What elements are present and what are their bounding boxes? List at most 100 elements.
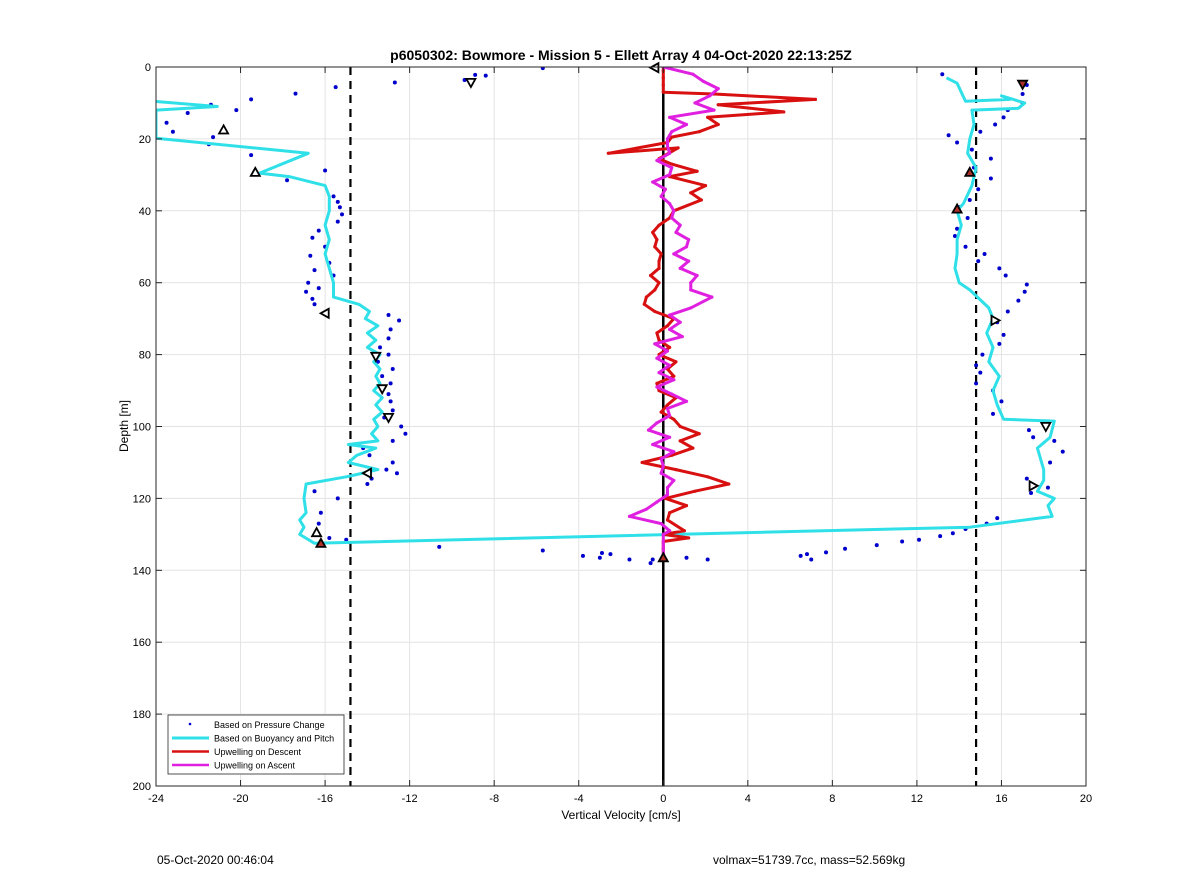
pressure-point [1016, 298, 1021, 303]
series-point [651, 442, 655, 447]
y-tick-label: 80 [139, 350, 151, 362]
triangle-marker [249, 165, 262, 177]
pressure-point [580, 553, 585, 558]
pressure-point [946, 133, 951, 138]
pressure-point [1005, 309, 1010, 314]
pressure-point [306, 280, 311, 285]
series-point [665, 406, 670, 411]
triangle-marker [990, 314, 1002, 327]
triangle-marker [1039, 421, 1052, 433]
pressure-point [234, 108, 239, 113]
pressure-point [988, 176, 993, 181]
series-point [672, 478, 676, 483]
series-point [693, 101, 697, 105]
pressure-point [249, 97, 254, 102]
pressure-point [318, 510, 323, 515]
pressure-point [388, 381, 393, 386]
y-tick-label: 60 [139, 278, 151, 290]
series-point [659, 457, 663, 461]
series-point [661, 464, 665, 468]
pressure-point [608, 552, 613, 557]
series-point [668, 115, 672, 119]
x-tick-label: -4 [574, 793, 584, 805]
series-point [661, 76, 665, 80]
series-point [695, 273, 699, 278]
series-point [672, 450, 676, 454]
triangle-marker [382, 412, 395, 424]
series-point [657, 223, 661, 227]
pressure-point [378, 345, 383, 350]
triangle-marker [310, 526, 323, 538]
x-tick-label: -16 [317, 793, 333, 805]
series-point [644, 295, 648, 299]
triangle-marker [963, 165, 976, 177]
series-point [663, 187, 667, 191]
series-point [653, 342, 657, 346]
series-point [716, 122, 720, 127]
series-point [689, 281, 693, 285]
pressure-point [316, 228, 321, 233]
pressure-point [809, 557, 814, 562]
pressure-point [1022, 289, 1027, 294]
series-point [657, 266, 661, 270]
pressure-point [1029, 491, 1034, 496]
series-point [655, 500, 659, 504]
chart-title: p6050302: Bowmore - Mission 5 - Ellett A… [390, 47, 852, 63]
triangle-marker [369, 351, 382, 363]
footer-timestamp: 05-Oct-2020 00:46:04 [157, 853, 274, 867]
series-point [668, 202, 672, 206]
x-axis-label: Vertical Velocity [cm/s] [561, 808, 680, 822]
series-point [693, 489, 697, 493]
pressure-point [310, 235, 315, 240]
pressure-point [403, 431, 408, 436]
pressure-point [540, 67, 545, 71]
series-point [655, 237, 659, 242]
series-point [653, 309, 657, 314]
legend-swatch-pressure [188, 722, 192, 726]
series-point [651, 180, 655, 184]
pressure-point [1045, 485, 1050, 490]
legend-label-pressure: Based on Pressure Change [214, 720, 325, 730]
pressure-point [952, 233, 957, 238]
series-point [703, 184, 708, 188]
pressure-point [386, 313, 391, 318]
series-point [716, 103, 720, 107]
footer-info: volmax=51739.7cc, mass=52.569kg [713, 853, 906, 867]
pressure-point [386, 392, 391, 397]
pressure-point [648, 561, 653, 566]
series-point [697, 130, 701, 134]
pressure-point [995, 516, 1000, 521]
series-point [653, 245, 657, 249]
series-point [661, 532, 665, 536]
series-point [644, 507, 648, 511]
pressure-point [365, 482, 370, 487]
pressure-point [185, 111, 190, 116]
pressure-point [335, 219, 340, 224]
series-point [655, 356, 659, 360]
series-point [691, 72, 695, 76]
x-tick-label: -24 [148, 793, 164, 805]
pressure-point [1020, 91, 1025, 96]
pressure-point [388, 399, 393, 404]
series-line-based-on-buoyancy-and-pitch [156, 76, 1056, 545]
triangle-marker [464, 78, 477, 89]
series-point [678, 223, 682, 227]
series-point [668, 511, 672, 515]
series-point [682, 529, 687, 533]
series-point [655, 421, 659, 425]
pressure-point [1024, 282, 1029, 287]
series-point [659, 410, 663, 414]
series-point [665, 403, 670, 407]
series-point [699, 198, 703, 202]
pressure-point [940, 72, 945, 77]
series-point [727, 482, 731, 486]
series-point [674, 230, 678, 234]
series-point [687, 259, 691, 263]
series-point [678, 266, 682, 270]
pressure-point [599, 551, 604, 556]
series-point [640, 460, 644, 465]
y-tick-label: 0 [145, 62, 151, 74]
y-tick-label: 200 [133, 781, 151, 793]
pressure-point [705, 557, 710, 562]
series-point [668, 313, 672, 317]
